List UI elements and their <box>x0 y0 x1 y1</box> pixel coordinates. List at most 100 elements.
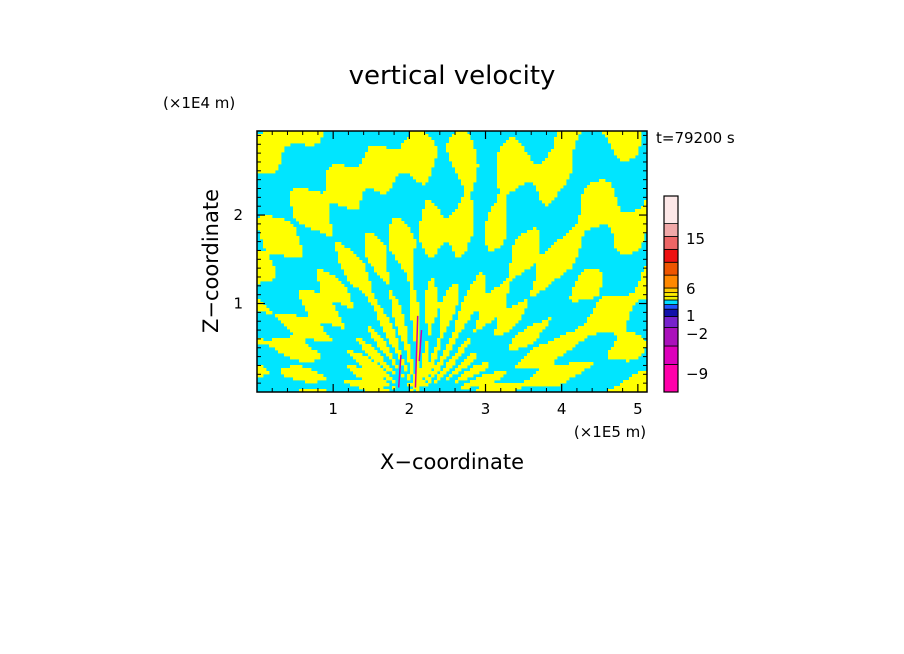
field-cell <box>314 323 318 327</box>
field-cell <box>503 218 507 222</box>
field-cell <box>614 296 618 300</box>
field-cell <box>431 218 435 222</box>
field-cell <box>578 245 582 249</box>
field-cell <box>356 269 360 273</box>
field-cell <box>593 182 597 186</box>
field-cell <box>473 179 477 183</box>
field-cell <box>308 293 312 297</box>
field-cell <box>437 209 441 213</box>
field-cell <box>614 200 618 204</box>
field-cell <box>467 290 471 294</box>
field-cell <box>341 164 345 168</box>
field-cell <box>431 215 435 219</box>
field-cell <box>362 275 366 279</box>
field-cell <box>539 350 543 354</box>
field-cell <box>578 218 582 222</box>
field-cell <box>428 245 432 249</box>
field-cell <box>407 161 411 165</box>
field-cell <box>305 353 309 357</box>
field-cell <box>377 314 381 318</box>
field-cell <box>293 347 297 351</box>
field-cell <box>320 332 324 336</box>
field-cell <box>467 191 471 195</box>
field-cell <box>281 347 285 351</box>
field-cell <box>302 356 306 360</box>
field-cell <box>383 251 387 255</box>
field-cell <box>377 155 381 159</box>
field-cell <box>314 203 318 207</box>
field-cell <box>485 362 489 366</box>
field-cell <box>332 278 336 282</box>
field-cell <box>473 380 477 384</box>
field-cell <box>311 317 315 321</box>
field-cell <box>341 197 345 201</box>
field-cell <box>383 272 387 276</box>
field-cell <box>560 341 564 345</box>
field-cell <box>560 260 564 264</box>
field-cell <box>368 149 372 153</box>
field-cell <box>356 260 360 264</box>
field-cell <box>335 176 339 180</box>
field-cell <box>536 359 540 363</box>
field-cell <box>524 383 528 387</box>
field-cell <box>599 326 603 330</box>
field-cell <box>572 362 576 366</box>
field-cell <box>518 182 522 186</box>
field-cell <box>557 350 561 354</box>
field-cell <box>446 227 450 231</box>
field-cell <box>422 371 426 375</box>
field-cell <box>326 173 330 177</box>
field-cell <box>542 263 546 267</box>
field-cell <box>464 167 468 171</box>
field-cell <box>500 203 504 207</box>
field-cell <box>554 350 558 354</box>
field-cell <box>431 146 435 150</box>
field-cell <box>365 179 369 183</box>
field-cell <box>557 152 561 156</box>
field-cell <box>308 371 312 375</box>
field-cell <box>317 215 321 219</box>
field-cell <box>383 278 387 282</box>
field-cell <box>395 221 399 225</box>
field-cell <box>371 362 375 366</box>
field-cell <box>290 233 294 237</box>
field-cell <box>449 152 453 156</box>
field-cell <box>299 353 303 357</box>
field-cell <box>302 197 306 201</box>
field-cell <box>644 341 647 345</box>
field-cell <box>584 209 588 213</box>
field-cell <box>401 263 405 267</box>
field-cell <box>437 302 441 306</box>
field-cell <box>563 245 567 249</box>
field-cell <box>398 239 402 243</box>
field-cell <box>530 290 534 294</box>
field-cell <box>311 302 315 306</box>
field-cell <box>608 191 612 195</box>
field-cell <box>620 233 624 237</box>
field-cell <box>296 212 300 216</box>
field-cell <box>461 314 465 318</box>
field-cell <box>341 185 345 189</box>
field-cell <box>419 137 423 141</box>
field-cell <box>320 275 324 279</box>
field-cell <box>263 137 267 141</box>
field-cell <box>443 326 447 330</box>
field-cell <box>638 347 642 351</box>
field-cell <box>314 212 318 216</box>
field-cell <box>566 254 570 258</box>
field-cell <box>263 251 267 255</box>
field-cell <box>425 305 429 309</box>
field-cell <box>290 197 294 201</box>
field-cell <box>287 320 291 324</box>
field-cell <box>566 149 570 153</box>
field-cell <box>509 386 513 390</box>
field-cell <box>266 341 270 345</box>
field-cell <box>617 314 621 318</box>
field-cell <box>467 227 471 231</box>
field-cell <box>494 236 498 240</box>
field-cell <box>440 221 444 225</box>
field-cell <box>518 239 522 243</box>
field-cell <box>641 284 645 288</box>
field-cell <box>584 212 588 216</box>
field-cell <box>317 323 321 327</box>
